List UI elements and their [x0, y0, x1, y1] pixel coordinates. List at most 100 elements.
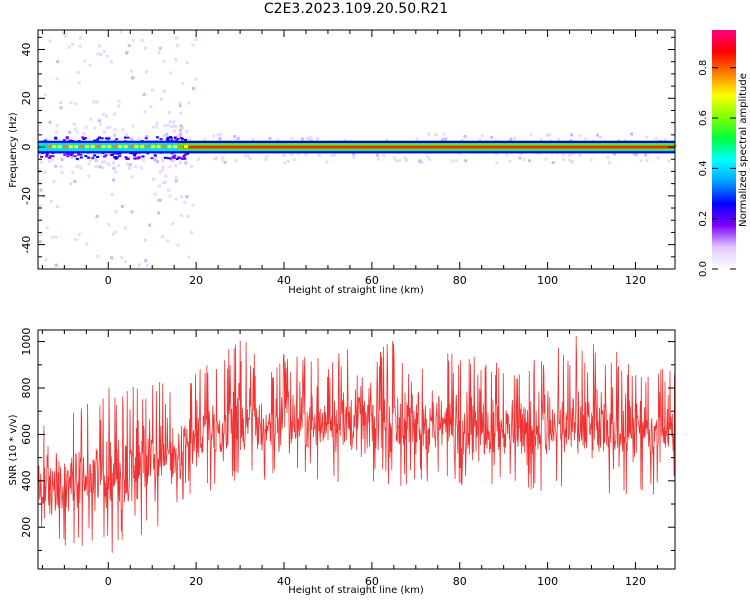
heatmap-cell: [529, 132, 533, 136]
heatmap-cell: [317, 153, 321, 157]
heatmap-cell: [215, 156, 218, 160]
band-hotspot: [156, 145, 161, 149]
heatmap-cell: [519, 152, 523, 156]
heatmap-cell: [170, 139, 174, 142]
heatmap-cell: [56, 60, 60, 64]
heatmap-cell: [45, 155, 49, 158]
heatmap-cell: [184, 138, 187, 141]
heatmap-cell: [114, 170, 118, 174]
heatmap-cell: [47, 159, 51, 163]
heatmap-cell: [128, 166, 131, 170]
heatmap-cell: [172, 129, 176, 133]
heatmap-cell: [187, 255, 191, 259]
heatmap-cell: [216, 133, 220, 137]
heatmap-cell: [428, 157, 432, 161]
heatmap-cell: [268, 136, 272, 140]
heatmap-cell: [69, 182, 73, 186]
heatmap-cell: [176, 138, 180, 140]
heatmap-cell: [283, 161, 287, 165]
band-hotspot: [129, 145, 134, 149]
heatmap-cell: [191, 203, 195, 207]
spectrogram-band: [38, 140, 675, 154]
heatmap-cell: [170, 125, 173, 129]
heatmap-cell: [352, 156, 356, 159]
snr-frame: [37, 329, 676, 570]
heatmap-cell: [45, 226, 49, 230]
heatmap-cell: [495, 161, 499, 165]
heatmap-cell: [186, 214, 190, 218]
heatmap-cell: [181, 82, 185, 85]
y-tick-label: 200: [20, 517, 33, 538]
heatmap-cell: [93, 126, 97, 130]
heatmap-cell: [178, 156, 182, 159]
heatmap-cell: [578, 134, 582, 138]
heatmap-cell: [130, 137, 134, 141]
heatmap-cell: [157, 211, 161, 215]
heatmap-cell: [454, 159, 458, 163]
heatmap-cell: [639, 159, 643, 163]
heatmap-cell: [159, 138, 163, 141]
band-hotspot: [145, 145, 150, 149]
heatmap-cell: [213, 157, 217, 161]
heatmap-cell: [220, 158, 224, 162]
heatmap-cell: [134, 152, 138, 155]
heatmap-cell: [112, 178, 115, 182]
heatmap-cell: [180, 214, 183, 217]
heatmap-cell: [343, 138, 347, 142]
heatmap-cell: [44, 258, 48, 262]
heatmap-cell: [96, 52, 100, 56]
heatmap-cell: [155, 122, 159, 126]
heatmap-cell: [158, 184, 162, 188]
heatmap-cell: [73, 155, 77, 158]
colorbar-tick-label: 0.0: [698, 261, 709, 277]
heatmap-cell: [174, 164, 178, 168]
heatmap-cell: [145, 70, 148, 74]
heatmap-cell: [81, 136, 85, 139]
heatmap-cell: [194, 77, 198, 81]
heatmap-cell: [123, 260, 127, 264]
band-hotspot: [107, 145, 112, 149]
heatmap-cell: [300, 137, 304, 141]
heatmap-cell: [234, 138, 238, 142]
heatmap-cell: [385, 138, 389, 142]
heatmap-cell: [187, 101, 191, 105]
heatmap-cell: [96, 156, 100, 158]
heatmap-cell: [290, 136, 294, 140]
heatmap-cell: [131, 152, 135, 155]
band-hotspot: [46, 145, 51, 149]
heatmap-cell: [123, 136, 127, 139]
heatmap-cell: [75, 164, 79, 168]
x-tick-label: 20: [189, 274, 203, 287]
heatmap-cell: [100, 160, 104, 164]
heatmap-cell: [464, 159, 468, 163]
heatmap-cell: [49, 155, 52, 158]
colorbar-tick-label: 0.8: [698, 60, 709, 76]
heatmap-cell: [613, 152, 617, 156]
y-tick-label: 40: [20, 43, 33, 57]
heatmap-cell: [82, 138, 86, 140]
heatmap-cell: [94, 158, 98, 162]
heatmap-cell: [568, 158, 572, 162]
heatmap-cell: [178, 161, 182, 165]
heatmap-cell: [168, 120, 172, 124]
heatmap-cell: [151, 88, 154, 92]
heatmap-cell: [69, 153, 73, 156]
heatmap-cell: [178, 128, 182, 132]
heatmap-cell: [95, 215, 99, 218]
heatmap-cell: [118, 155, 122, 158]
heatmap-cell: [352, 152, 356, 156]
spectrogram-x-label: Height of straight line (km): [288, 285, 424, 296]
heatmap-cell: [420, 160, 424, 164]
heatmap-cell: [143, 110, 147, 114]
heatmap-cell: [163, 124, 167, 128]
heatmap-cell: [176, 243, 180, 247]
heatmap-cell: [77, 153, 80, 156]
heatmap-cell: [96, 138, 100, 141]
heatmap-cell: [55, 130, 59, 134]
heatmap-cell: [398, 159, 402, 163]
heatmap-cell: [130, 175, 134, 179]
heatmap-cell: [95, 139, 99, 142]
heatmap-cell: [107, 137, 111, 140]
heatmap-cell: [162, 180, 166, 184]
